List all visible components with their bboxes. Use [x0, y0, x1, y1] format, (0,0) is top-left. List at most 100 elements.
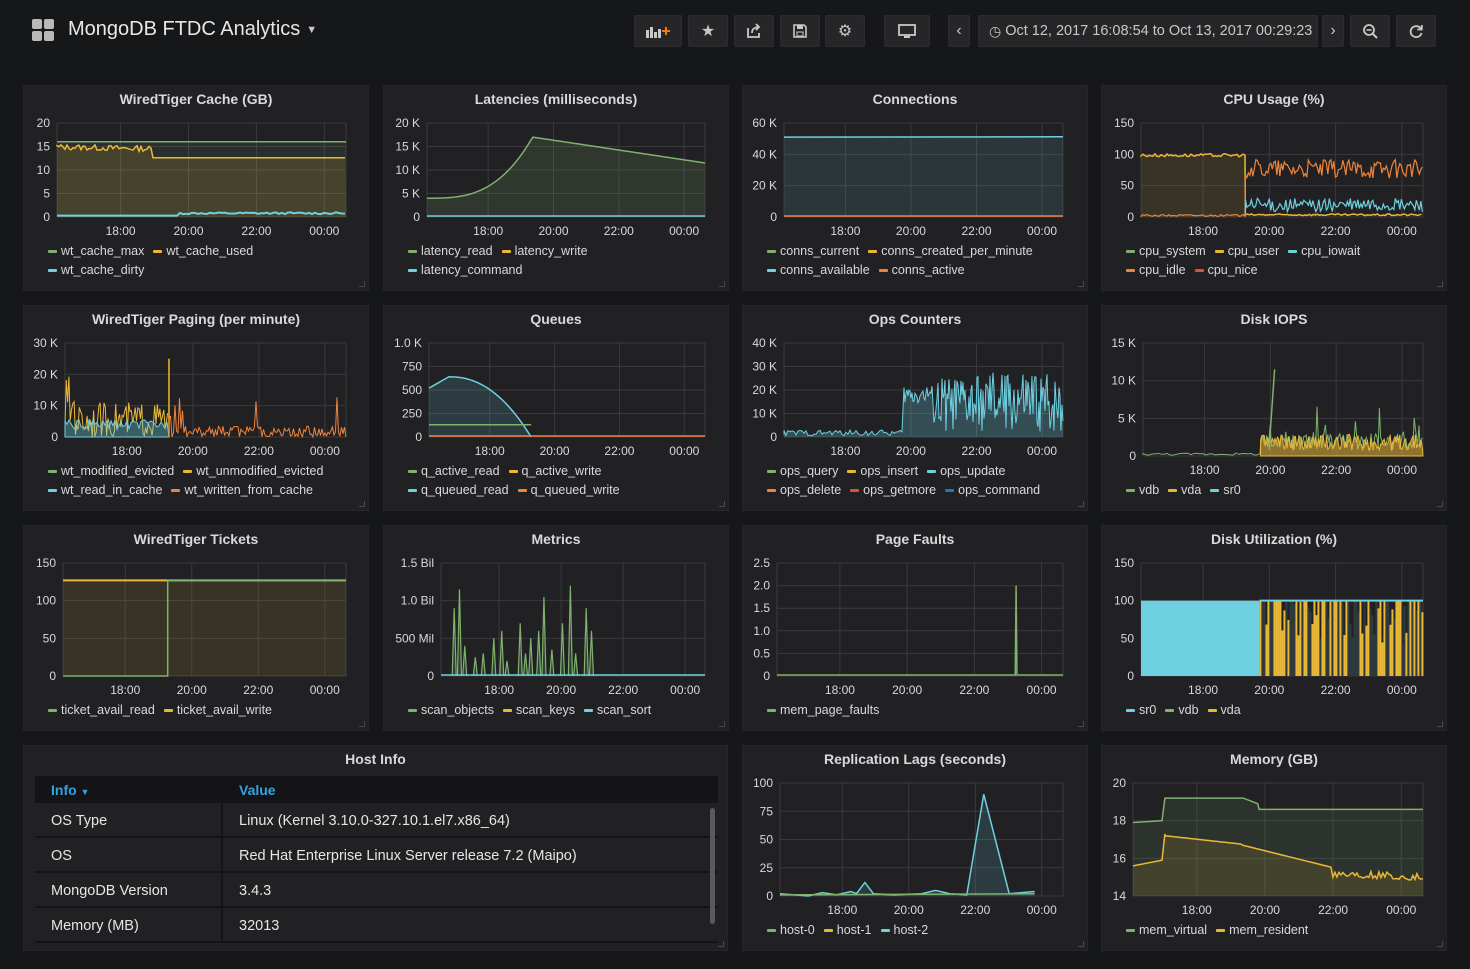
legend-item[interactable]: latency_read	[408, 242, 493, 261]
legend-item[interactable]: mem_virtual	[1126, 921, 1207, 940]
save-button[interactable]	[780, 15, 820, 47]
panel-resize-handle[interactable]	[1437, 941, 1443, 947]
panel-title[interactable]: Latencies (milliseconds)	[474, 91, 638, 107]
dashboard-title-dropdown[interactable]: MongoDB FTDC Analytics ▼	[68, 18, 317, 41]
column-header-info[interactable]: Info ▼	[35, 776, 223, 801]
panel-resize-handle[interactable]	[1078, 941, 1084, 947]
legend-item[interactable]: sr0	[1210, 481, 1241, 500]
panel-resize-handle[interactable]	[1078, 281, 1084, 287]
column-header-value[interactable]: Value	[239, 782, 276, 798]
panel-host-info[interactable]: Host Info Info ▼ Value OS Type Linux (Ker…	[23, 745, 728, 951]
panel-page-faults[interactable]: Page Faults 2.5 2.0 1.5 1.0 0.5 0 18:00 20:00 22:…	[742, 525, 1088, 731]
legend-item[interactable]: latency_write	[501, 242, 588, 261]
zoom-out-button[interactable]	[1350, 15, 1390, 47]
panel-resize-handle[interactable]	[359, 281, 365, 287]
chart-canvas[interactable]: 1.0 K 750 500 250 0 18:00 20:00 22:00 00:00	[384, 306, 730, 512]
panel-resize-handle[interactable]	[719, 281, 725, 287]
panel-title[interactable]: CPU Usage (%)	[1223, 91, 1325, 107]
panel-resize-handle[interactable]	[719, 721, 725, 727]
panel-wiredtiger-tickets[interactable]: WiredTiger Tickets 150 100 50 0 18:00 20:00 22:…	[23, 525, 369, 731]
panel-resize-handle[interactable]	[1437, 721, 1443, 727]
legend-item[interactable]: cpu_idle	[1126, 261, 1186, 280]
legend-item[interactable]: ops_update	[927, 462, 1005, 481]
chart-canvas[interactable]: 150 100 50 0 18:00 20:00 22:00 00:00	[1102, 526, 1448, 732]
chart-canvas[interactable]: 20 18 16 14 18:00 20:00 22:00 00:00	[1102, 746, 1448, 952]
legend-item[interactable]: q_active_read	[408, 462, 500, 481]
legend-item[interactable]: ops_getmore	[850, 481, 936, 500]
panel-memory[interactable]: Memory (GB) 20 18 16 14 18:00 20:00 22:00 00:00 m…	[1101, 745, 1447, 951]
legend-item[interactable]: wt_cache_max	[48, 242, 144, 261]
panel-title[interactable]: Replication Lags (seconds)	[823, 751, 1007, 767]
legend-item[interactable]: host-1	[823, 921, 872, 940]
share-button[interactable]	[734, 15, 774, 47]
refresh-button[interactable]	[1396, 15, 1436, 47]
chart-canvas[interactable]: 20 K 15 K 10 K 5 K 0 18:00 20:00 22:00 00:00	[384, 86, 730, 292]
panel-resize-handle[interactable]	[1437, 281, 1443, 287]
chart-canvas[interactable]: 30 K 20 K 10 K 0 18:00 20:00 22:00 00:00	[24, 306, 370, 512]
legend-item[interactable]: vdb	[1126, 481, 1159, 500]
panel-title[interactable]: Connections	[872, 91, 958, 107]
panel-resize-handle[interactable]	[1437, 501, 1443, 507]
star-button[interactable]: ★	[688, 15, 728, 47]
legend-item[interactable]: vda	[1207, 701, 1241, 720]
panel-resize-handle[interactable]	[359, 721, 365, 727]
panel-title[interactable]: Queues	[530, 311, 582, 327]
chart-canvas[interactable]: 150 100 50 0 18:00 20:00 22:00 00:00	[24, 526, 370, 732]
panel-connections[interactable]: Connections 60 K 40 K 20 K 0 18:00 20:00 22:00 0…	[742, 85, 1088, 291]
legend-item[interactable]: scan_objects	[408, 701, 494, 720]
panel-queues[interactable]: Queues 1.0 K 750 500 250 0 18:00 20:00 22:00 00:0…	[383, 305, 729, 511]
time-range-picker[interactable]: ◷ Oct 12, 2017 16:08:54 to Oct 13, 2017 0…	[978, 15, 1318, 47]
legend-item[interactable]: wt_cache_used	[153, 242, 253, 261]
legend-item[interactable]: latency_command	[408, 261, 522, 280]
legend-item[interactable]: ops_query	[767, 462, 838, 481]
panel-resize-handle[interactable]	[359, 501, 365, 507]
legend-item[interactable]: cpu_system	[1126, 242, 1206, 261]
panel-title[interactable]: WiredTiger Paging (per minute)	[91, 311, 301, 327]
chart-canvas[interactable]: 60 K 40 K 20 K 0 18:00 20:00 22:00 00:00	[743, 86, 1089, 292]
legend-item[interactable]: scan_keys	[502, 701, 575, 720]
panel-title[interactable]: Disk Utilization (%)	[1210, 531, 1337, 547]
panel-title[interactable]: Memory (GB)	[1230, 751, 1318, 767]
legend-item[interactable]: ticket_avail_write	[163, 701, 272, 720]
chart-canvas[interactable]: 20 15 10 5 0 18:00 20:00 22:00 00:00	[24, 86, 370, 292]
chart-canvas[interactable]: 15 K 10 K 5 K 0 18:00 20:00 22:00 00:00	[1102, 306, 1448, 512]
panel-title[interactable]: WiredTiger Tickets	[133, 531, 259, 547]
legend-item[interactable]: wt_modified_evicted	[48, 462, 174, 481]
legend-item[interactable]: conns_available	[767, 261, 870, 280]
panel-cpu-usage[interactable]: CPU Usage (%) 150 100 50 0 18:00 20:00 22:00 00:…	[1101, 85, 1447, 291]
panel-title[interactable]: Page Faults	[875, 531, 955, 547]
chart-canvas[interactable]: 100 75 50 25 0 18:00 20:00 22:00 00:00	[743, 746, 1089, 952]
legend-item[interactable]: wt_cache_dirty	[48, 261, 144, 280]
legend-item[interactable]: scan_sort	[584, 701, 651, 720]
panel-title[interactable]: Ops Counters	[868, 311, 962, 327]
legend-item[interactable]: ops_insert	[847, 462, 918, 481]
legend-item[interactable]: ticket_avail_read	[48, 701, 155, 720]
chart-canvas[interactable]: 1.5 Bil 1.0 Bil 500 Mil 0 18:00 20:00 22:00 00:…	[384, 526, 730, 732]
panel-disk-utilization[interactable]: Disk Utilization (%) 150 100 50 0 18:00 20:00 2…	[1101, 525, 1447, 731]
legend-item[interactable]: wt_unmodified_evicted	[183, 462, 323, 481]
legend-item[interactable]: sr0	[1126, 701, 1156, 720]
legend-item[interactable]: ops_delete	[767, 481, 841, 500]
panel-wiredtiger-cache[interactable]: WiredTiger Cache (GB) 20 15 10 5 0 18:00 20:00 2…	[23, 85, 369, 291]
legend-item[interactable]: wt_read_in_cache	[48, 481, 162, 500]
legend-item[interactable]: cpu_user	[1214, 242, 1279, 261]
table-scrollbar[interactable]	[710, 808, 715, 924]
legend-item[interactable]: conns_active	[878, 261, 965, 280]
time-shift-forward-button[interactable]: ›	[1322, 15, 1344, 47]
legend-item[interactable]: q_active_write	[508, 462, 601, 481]
legend-item[interactable]: mem_resident	[1216, 921, 1308, 940]
dashboard-grid-icon[interactable]	[32, 19, 54, 41]
legend-item[interactable]: host-2	[880, 921, 928, 940]
legend-item[interactable]: vda	[1168, 481, 1201, 500]
panel-metrics[interactable]: Metrics 1.5 Bil 1.0 Bil 500 Mil 0 18:00 20:00 2…	[383, 525, 729, 731]
legend-item[interactable]: cpu_nice	[1194, 261, 1258, 280]
panel-resize-handle[interactable]	[1078, 721, 1084, 727]
legend-item[interactable]: mem_page_faults	[767, 701, 879, 720]
chart-canvas[interactable]: 150 100 50 0 18:00 20:00 22:00 00:00	[1102, 86, 1448, 292]
chart-canvas[interactable]: 2.5 2.0 1.5 1.0 0.5 0 18:00 20:00 22:00 00:00	[743, 526, 1089, 732]
tv-mode-button[interactable]	[884, 15, 930, 47]
time-shift-back-button[interactable]: ‹	[948, 15, 970, 47]
panel-resize-handle[interactable]	[1078, 501, 1084, 507]
chart-canvas[interactable]: 40 K 30 K 20 K 10 K 0 18:00 20:00 22:00 00:00	[743, 306, 1089, 512]
add-panel-button[interactable]	[634, 15, 682, 47]
